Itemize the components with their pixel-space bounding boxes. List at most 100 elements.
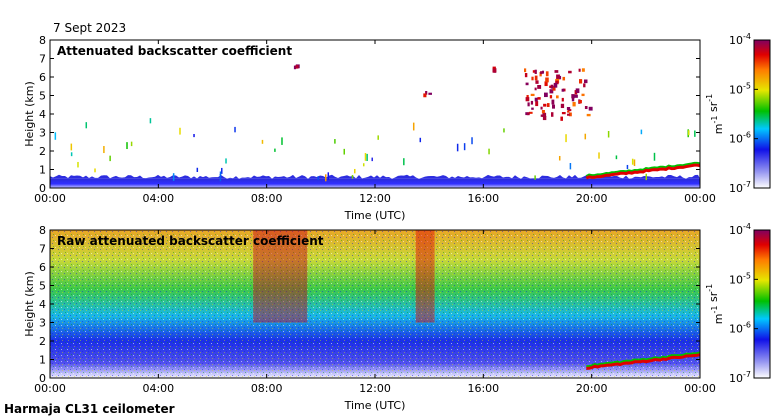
cloud-pixel <box>423 93 427 98</box>
colorbar-tick-label: 10-7 <box>729 180 751 195</box>
cloud-pixel <box>528 111 533 114</box>
cloud-pixel <box>526 112 530 116</box>
cloud-pixel <box>535 101 539 107</box>
y-tick-label: 6 <box>39 71 46 84</box>
x-tick-label: 04:00 <box>142 192 174 205</box>
backscatter-speck <box>54 132 57 140</box>
surface-layer-fill <box>50 178 700 188</box>
cloud-pixel <box>524 68 527 73</box>
backscatter-speck <box>343 148 346 155</box>
instrument-label: Harmaja CL31 ceilometer <box>4 402 175 416</box>
panel-title: Raw attenuated backscatter coefficient <box>57 234 324 248</box>
y-tick-label: 1 <box>39 354 46 367</box>
y-tick-label: 0 <box>39 182 46 195</box>
surface-layer-top <box>50 174 700 179</box>
backscatter-speck <box>653 152 656 161</box>
cloud-pixel <box>552 85 556 91</box>
low-cloud-layer <box>586 351 701 370</box>
cloud-pixel <box>560 116 563 121</box>
x-tick-label: 16:00 <box>467 382 499 395</box>
cloud-pixel <box>574 94 578 98</box>
cloud-pixel <box>568 70 572 74</box>
cloud-pixel <box>542 70 545 74</box>
cloud-pixel <box>542 115 547 121</box>
backscatter-speck <box>565 134 567 143</box>
colorbar-tick-label: 10-5 <box>729 81 751 96</box>
x-tick-label: 20:00 <box>576 192 608 205</box>
cloud-pixel <box>525 82 529 86</box>
backscatter-speck <box>645 173 647 181</box>
cloud-pixel <box>524 73 528 78</box>
backscatter-speck <box>362 163 365 167</box>
cloud-pixel <box>561 112 566 115</box>
cloud-pixel <box>527 102 530 107</box>
x-tick-label: 16:00 <box>467 192 499 205</box>
cloud-pixel <box>579 79 583 84</box>
y-tick-label: 4 <box>39 298 46 311</box>
cloud-pixel <box>540 106 543 110</box>
cloud-pixel <box>534 69 537 74</box>
cloud-pixel <box>550 84 554 89</box>
y-axis-label: Height (km) <box>23 271 36 337</box>
backscatter-speck <box>225 158 227 164</box>
backscatter-speck <box>694 130 696 137</box>
backscatter-speck <box>334 139 336 144</box>
cloud-fragment <box>293 64 300 70</box>
cloud-pixel <box>531 76 534 81</box>
backscatter-speck <box>419 137 422 143</box>
cloud-pixel <box>581 68 585 72</box>
cloud-pixel <box>551 112 554 117</box>
cloud-pixel <box>295 65 299 69</box>
backscatter-speck <box>317 176 319 181</box>
plot-background <box>50 40 700 188</box>
backscatter-speck <box>366 153 368 162</box>
colorbar: 10-7 10-6 10-5 10-4 m-1 sr-1 <box>705 32 771 195</box>
backscatter-speck <box>193 133 195 138</box>
cloud-pixel <box>583 83 586 88</box>
cloud-pixel <box>549 89 554 94</box>
x-tick-label: 00:00 <box>684 192 716 205</box>
enhanced-noise-band <box>253 230 308 323</box>
y-tick-label: 0 <box>39 372 46 385</box>
x-tick-label: 12:00 <box>359 192 391 205</box>
y-tick-label: 8 <box>39 224 46 237</box>
backscatter-speck <box>172 173 175 181</box>
cloud-pixel <box>560 103 565 109</box>
cloud-pixel <box>584 79 588 84</box>
colorbar-tick-label: 10-5 <box>729 271 751 286</box>
cloud-pixel <box>551 99 555 105</box>
backscatter-speck <box>219 174 222 182</box>
backscatter-speck <box>219 171 222 175</box>
backscatter-speck <box>403 158 405 166</box>
y-tick-label: 6 <box>39 261 46 274</box>
backscatter-speck <box>377 135 379 140</box>
cloud-core <box>585 163 701 180</box>
cloud-pixel <box>531 107 534 110</box>
cloud-pixel <box>567 113 570 116</box>
colorbar-scale <box>753 229 771 379</box>
backscatter-speck <box>221 167 223 174</box>
x-tick-label: 08:00 <box>251 382 283 395</box>
attenuated-backscatter-panel: Attenuated backscatter coefficient 00:00… <box>23 32 771 222</box>
backscatter-speck <box>70 143 73 151</box>
panel-title: Attenuated backscatter coefficient <box>57 44 292 58</box>
backscatter-speck <box>261 139 264 144</box>
backscatter-speck <box>558 155 561 161</box>
backscatter-speck <box>371 157 373 162</box>
backscatter-speck <box>94 168 96 173</box>
backscatter-speck <box>354 168 356 174</box>
backscatter-speck <box>85 122 88 129</box>
cloud-pixel <box>561 88 565 92</box>
cloud-pixel <box>552 104 555 109</box>
cloud-edge <box>585 161 701 177</box>
colorbar-units: m-1 sr-1 <box>705 94 725 134</box>
y-tick-label: 8 <box>39 34 46 47</box>
backscatter-speck <box>633 159 636 167</box>
surface-aerosol-layer <box>50 118 700 188</box>
x-tick-label: 00:00 <box>34 382 66 395</box>
backscatter-speck <box>77 161 79 168</box>
cloud-pixel <box>555 80 559 85</box>
cloud-pixel <box>537 97 541 100</box>
backscatter-speck <box>351 174 354 179</box>
cloud-fragment <box>492 66 497 73</box>
